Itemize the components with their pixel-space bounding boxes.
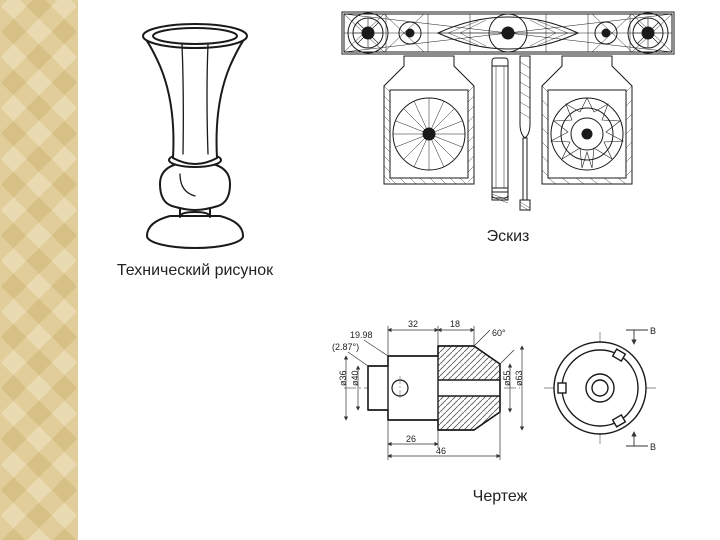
dim-32: 32	[408, 319, 418, 329]
figure-sketch: Эскиз	[340, 10, 676, 246]
dim-taper: (2.87°)	[332, 342, 359, 352]
caption-vase: Технический рисунок	[117, 262, 273, 279]
dim-46: 46	[436, 446, 446, 456]
caption-sketch: Эскиз	[487, 228, 530, 245]
section-b-bot: B	[650, 442, 656, 452]
dim-1998: 19.98	[350, 330, 373, 340]
decorative-side-strip	[0, 0, 78, 540]
caption-drawing: Чертеж	[473, 488, 528, 505]
dim-d36: ø36	[338, 370, 348, 386]
dim-d55: ø55	[502, 370, 512, 386]
figure-vase: Технический рисунок	[110, 14, 280, 280]
dim-26: 26	[406, 434, 416, 444]
dim-angle: 60°	[492, 328, 506, 338]
section-b-top: B	[650, 326, 656, 336]
dim-18: 18	[450, 319, 460, 329]
dim-d63: ø63	[514, 370, 524, 386]
sketch-illustration	[340, 10, 676, 220]
engineering-drawing: 32 18 60° (2.87°) 19.98 ø40 ø36 ø55 ø63 …	[330, 300, 670, 480]
vase-illustration	[110, 14, 280, 254]
figure-drawing: 32 18 60° (2.87°) 19.98 ø40 ø36 ø55 ø63 …	[330, 300, 670, 506]
dim-d40: ø40	[350, 370, 360, 386]
